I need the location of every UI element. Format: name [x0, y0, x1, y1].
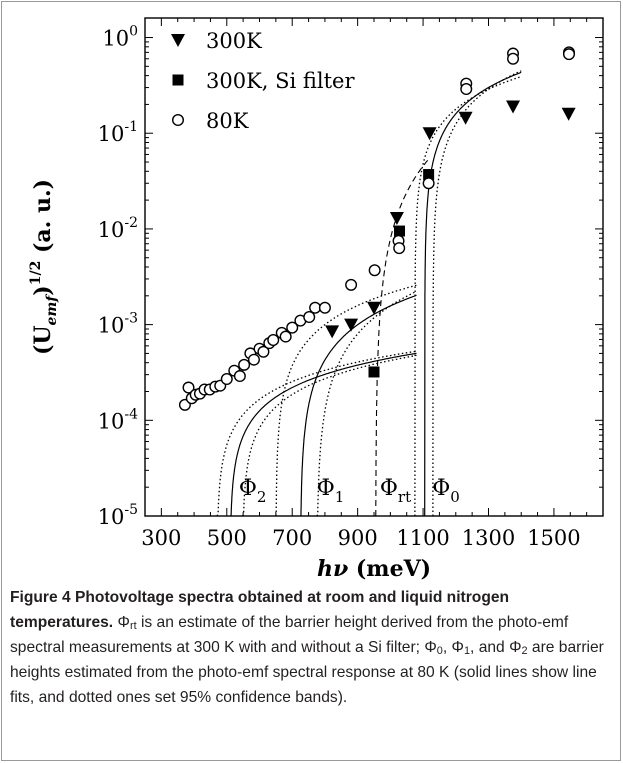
data-point-80k [393, 242, 406, 255]
legend-label: 300K, Si filter [206, 69, 355, 93]
confidence-band-phi0 [432, 70, 522, 517]
confidence-band-phi1 [316, 290, 417, 517]
data-point-80k [460, 82, 473, 95]
data-point-300k [458, 111, 473, 125]
x-tick-label: 500 [207, 526, 247, 550]
chart: 300 500 700 900 1100 1300 1500 10-5 10-4 10-3 10-2… [28, 17, 604, 582]
y-tick-label: 10-5 [98, 502, 138, 529]
data-point-300k [344, 318, 359, 332]
fit-line-phi2 [229, 352, 417, 517]
data-point-300k-si-filter [423, 169, 435, 181]
data-point-80k [267, 334, 280, 347]
caption-phi-rt: Φrt [117, 614, 137, 632]
x-tick-label: 1300 [462, 526, 515, 550]
y-tick-label: 10-2 [98, 215, 138, 242]
legend-label: 80K [206, 109, 249, 133]
x-tick-label: 1100 [396, 526, 449, 550]
legend-label: 300K [206, 29, 262, 53]
data-point-300k [422, 127, 437, 141]
legend-marker [172, 74, 184, 86]
x-tick-label: 300 [141, 526, 181, 550]
annotation-phi-1: Φ1 [317, 476, 345, 506]
y-tick-label: 100 [102, 24, 138, 51]
confidence-band-phi2 [216, 350, 417, 517]
annotation-phi-rt: Φrt [380, 476, 411, 506]
x-axis-label: hν (meV) [317, 556, 431, 582]
data-point-300k-si-filter [394, 225, 406, 237]
caption-phi-0: Φ0 [424, 639, 443, 657]
data-point-80k [303, 311, 316, 324]
data-point-80k [318, 301, 331, 314]
y-tick-label: 10-4 [98, 406, 138, 433]
caption-phi-2: Φ2 [509, 639, 528, 657]
data-point-80k [220, 373, 233, 386]
data-point-80k [182, 381, 195, 394]
y-tick-label: 10-1 [98, 119, 138, 146]
data-point-80k [345, 278, 358, 291]
annotation-phi-2: Φ2 [239, 476, 267, 506]
data-point-80k [309, 301, 322, 314]
x-tick-label: 900 [338, 526, 378, 550]
figure-caption: Figure 4 Photovoltage spectra obtained a… [10, 589, 604, 706]
fit-line-phi-rt [375, 157, 431, 517]
data-point-300k [325, 325, 340, 339]
data-point-80k [279, 330, 292, 343]
fit-line-phi0 [424, 71, 522, 517]
data-point-80k [257, 345, 270, 358]
caption-phi-1: Φ1 [451, 639, 471, 657]
x-tick-label: 700 [272, 526, 312, 550]
x-tick-label: 1500 [527, 526, 580, 550]
confidence-band-phi2 [241, 354, 417, 517]
data-point-80k [562, 48, 575, 61]
data-point-300k [506, 100, 521, 114]
legend-marker [171, 34, 185, 47]
y-axis-label: (Uemf)1/2 (a. u.) [28, 179, 60, 355]
data-point-80k [247, 353, 260, 366]
y-tick-label: 10-3 [98, 311, 138, 338]
data-point-80k [422, 177, 435, 190]
annotation-phi-0: Φ0 [432, 476, 460, 506]
data-point-80k [238, 358, 251, 371]
data-point-80k [507, 52, 520, 65]
data-point-300k [367, 301, 381, 315]
legend-marker [171, 113, 184, 126]
data-point-300k [561, 107, 576, 121]
data-point-300k [389, 212, 404, 226]
data-point-300k-si-filter [368, 366, 380, 378]
data-point-80k [368, 264, 381, 277]
confidence-band-phi0 [414, 76, 522, 517]
caption-heading: Figure 4 Photovoltage spectra obtained a… [10, 589, 510, 631]
data-point-80k [286, 321, 299, 334]
data-point-80k [233, 370, 246, 383]
